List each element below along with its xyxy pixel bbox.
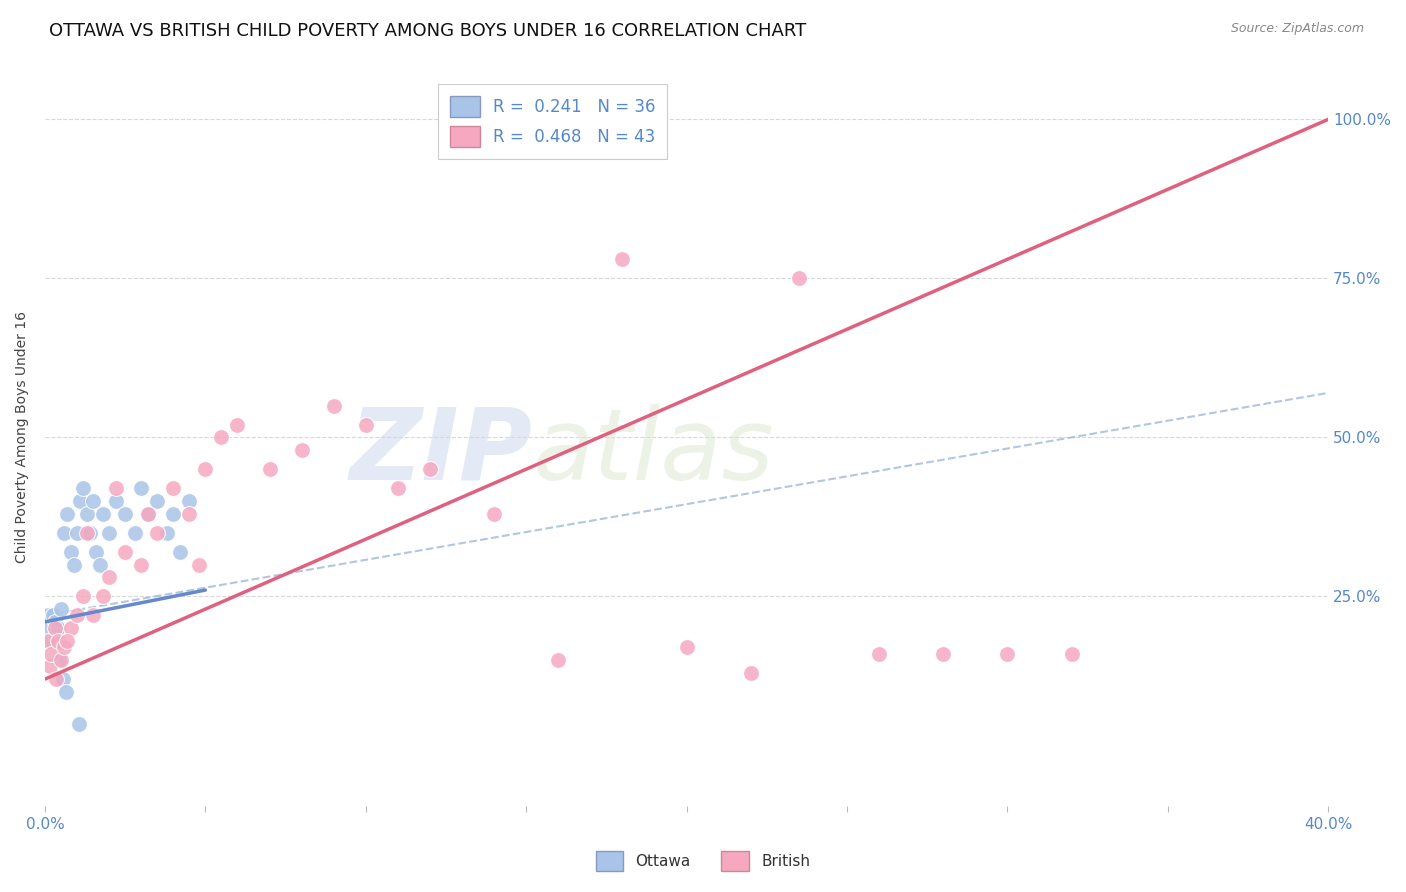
Point <box>104 481 127 495</box>
Point <box>49 602 72 616</box>
Point <box>46 621 69 635</box>
Text: atlas: atlas <box>533 404 775 500</box>
Point <box>37 634 59 648</box>
Point <box>44 615 66 629</box>
Point <box>179 507 201 521</box>
Point <box>995 647 1018 661</box>
Point <box>419 462 441 476</box>
Point <box>387 481 409 495</box>
Point <box>114 507 136 521</box>
Point <box>82 608 104 623</box>
Point <box>72 481 94 495</box>
Point <box>38 659 60 673</box>
Point <box>104 494 127 508</box>
Point <box>46 634 69 648</box>
Point <box>98 525 121 540</box>
Text: Source: ZipAtlas.com: Source: ZipAtlas.com <box>1230 22 1364 36</box>
Point <box>89 558 111 572</box>
Point <box>932 647 955 661</box>
Point <box>38 621 60 635</box>
Legend: R =  0.241   N = 36, R =  0.468   N = 43: R = 0.241 N = 36, R = 0.468 N = 43 <box>439 84 668 159</box>
Point <box>53 640 76 655</box>
Point <box>82 494 104 508</box>
Point <box>91 507 114 521</box>
Point <box>69 494 91 508</box>
Point <box>612 252 634 267</box>
Point <box>56 507 79 521</box>
Point <box>66 608 89 623</box>
Point <box>59 545 82 559</box>
Point <box>124 525 146 540</box>
Point <box>354 417 377 432</box>
Point <box>59 621 82 635</box>
Point <box>48 653 70 667</box>
Point <box>66 525 89 540</box>
Point <box>162 507 184 521</box>
Text: ZIP: ZIP <box>350 404 533 500</box>
Point <box>41 647 63 661</box>
Point <box>1060 647 1083 661</box>
Point <box>156 525 179 540</box>
Point <box>209 430 232 444</box>
Point <box>146 525 169 540</box>
Point <box>259 462 281 476</box>
Point <box>482 507 505 521</box>
Point <box>169 545 191 559</box>
Point <box>136 507 159 521</box>
Point <box>79 525 101 540</box>
Point <box>114 545 136 559</box>
Point <box>76 525 98 540</box>
Point <box>136 507 159 521</box>
Point <box>49 653 72 667</box>
Point <box>41 634 63 648</box>
Point <box>179 494 201 508</box>
Point <box>37 608 59 623</box>
Point <box>868 647 890 661</box>
Point <box>44 621 66 635</box>
Point <box>740 665 762 680</box>
Point <box>42 608 65 623</box>
Point <box>45 672 67 686</box>
Point <box>787 271 810 285</box>
Point <box>129 481 152 495</box>
Point <box>675 640 697 655</box>
Point <box>55 685 77 699</box>
Point <box>52 672 75 686</box>
Point <box>91 590 114 604</box>
Point <box>226 417 249 432</box>
Point <box>322 399 344 413</box>
Point <box>84 545 107 559</box>
Point <box>188 558 211 572</box>
Point <box>129 558 152 572</box>
Point <box>72 590 94 604</box>
Text: OTTAWA VS BRITISH CHILD POVERTY AMONG BOYS UNDER 16 CORRELATION CHART: OTTAWA VS BRITISH CHILD POVERTY AMONG BO… <box>49 22 807 40</box>
Point <box>194 462 217 476</box>
Point <box>146 494 169 508</box>
Point <box>291 443 314 458</box>
Legend: Ottawa, British: Ottawa, British <box>589 846 817 877</box>
Point <box>56 634 79 648</box>
Point <box>63 558 86 572</box>
Point <box>67 716 90 731</box>
Y-axis label: Child Poverty Among Boys Under 16: Child Poverty Among Boys Under 16 <box>15 311 30 564</box>
Point <box>76 507 98 521</box>
Point <box>45 627 67 641</box>
Point <box>547 653 569 667</box>
Point <box>162 481 184 495</box>
Point <box>98 570 121 584</box>
Point <box>53 525 76 540</box>
